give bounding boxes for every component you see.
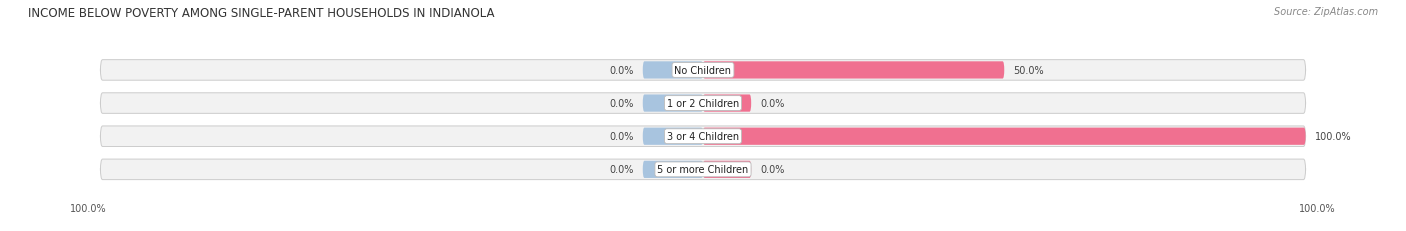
FancyBboxPatch shape	[643, 161, 703, 178]
Text: 0.0%: 0.0%	[609, 99, 634, 109]
Text: 100.0%: 100.0%	[1299, 203, 1336, 213]
Text: 100.0%: 100.0%	[70, 203, 107, 213]
FancyBboxPatch shape	[703, 95, 751, 112]
Text: 1 or 2 Children: 1 or 2 Children	[666, 99, 740, 109]
Text: 0.0%: 0.0%	[609, 132, 634, 142]
Text: Source: ZipAtlas.com: Source: ZipAtlas.com	[1274, 7, 1378, 17]
FancyBboxPatch shape	[643, 128, 703, 145]
FancyBboxPatch shape	[703, 128, 1306, 145]
Text: 0.0%: 0.0%	[609, 165, 634, 175]
FancyBboxPatch shape	[100, 126, 1306, 147]
Text: No Children: No Children	[675, 66, 731, 76]
FancyBboxPatch shape	[643, 95, 703, 112]
FancyBboxPatch shape	[100, 60, 1306, 81]
Text: 50.0%: 50.0%	[1014, 66, 1043, 76]
FancyBboxPatch shape	[100, 93, 1306, 114]
Text: 0.0%: 0.0%	[761, 99, 785, 109]
Text: INCOME BELOW POVERTY AMONG SINGLE-PARENT HOUSEHOLDS IN INDIANOLA: INCOME BELOW POVERTY AMONG SINGLE-PARENT…	[28, 7, 495, 20]
Text: 5 or more Children: 5 or more Children	[658, 165, 748, 175]
FancyBboxPatch shape	[703, 62, 1004, 79]
Text: 0.0%: 0.0%	[609, 66, 634, 76]
FancyBboxPatch shape	[643, 62, 703, 79]
Text: 3 or 4 Children: 3 or 4 Children	[666, 132, 740, 142]
Text: 0.0%: 0.0%	[761, 165, 785, 175]
FancyBboxPatch shape	[100, 159, 1306, 180]
Text: 100.0%: 100.0%	[1315, 132, 1351, 142]
FancyBboxPatch shape	[703, 161, 751, 178]
